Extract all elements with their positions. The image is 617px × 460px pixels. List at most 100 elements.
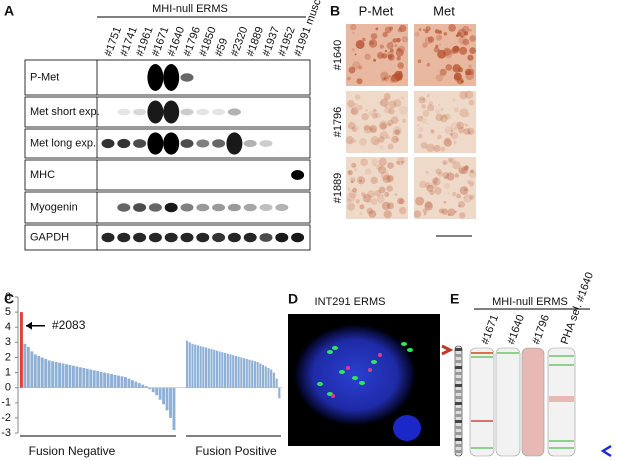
ihc-stain — [452, 98, 456, 102]
ihc-stain — [426, 94, 430, 98]
ihc-stain — [426, 143, 435, 153]
ihc-stain — [373, 139, 380, 146]
ihc-stain — [442, 171, 450, 179]
ihc-stain — [438, 208, 444, 214]
ihc-stain — [426, 122, 429, 126]
ihc-stain — [384, 106, 392, 114]
ihc-stain — [442, 114, 447, 118]
ihc-stain — [397, 62, 404, 69]
ihc-stain — [437, 103, 440, 106]
column-label: #1796 — [530, 313, 552, 346]
ideogram-band — [455, 360, 462, 363]
ihc-stain — [390, 74, 400, 83]
green-signal — [401, 342, 407, 346]
ihc-stain — [374, 189, 382, 197]
bar — [243, 358, 246, 388]
ihc-stain — [443, 200, 447, 204]
y-tick-label: 1 — [5, 366, 11, 378]
ihc-stain — [365, 108, 369, 112]
ihc-stain — [394, 129, 401, 135]
bar — [20, 312, 23, 388]
ihc-stain — [370, 32, 378, 40]
ideogram-band — [455, 390, 462, 393]
bar — [113, 374, 117, 388]
ihc-stain — [429, 129, 436, 135]
panel-letter: A — [4, 3, 14, 19]
y-tick-label: 5 — [5, 306, 11, 318]
ihc-stain — [459, 90, 468, 100]
ihc-stain — [388, 100, 397, 109]
ihc-stain — [388, 108, 395, 115]
ihc-stain — [353, 102, 359, 108]
ihc-stain — [426, 62, 431, 67]
ihc-stain — [437, 134, 442, 140]
marker-blue — [600, 444, 612, 458]
y-tick-label: 6 — [5, 291, 11, 303]
blot-band — [117, 203, 131, 212]
ihc-stain — [457, 126, 465, 134]
ihc-stain — [450, 48, 457, 55]
ihc-stain — [435, 113, 444, 122]
bar — [75, 366, 79, 388]
ihc-stain — [349, 105, 354, 109]
ihc-image — [414, 91, 476, 153]
ihc-stain — [358, 65, 363, 70]
blot-band — [212, 232, 226, 243]
ihc-stain — [379, 44, 385, 49]
ihc-stain — [427, 36, 435, 43]
ihc-stain — [421, 118, 427, 124]
ideogram-band — [455, 420, 462, 423]
ihc-stain — [465, 123, 469, 127]
ihc-stain — [436, 34, 443, 41]
group-label: Fusion Positive — [195, 444, 277, 458]
bar — [191, 343, 194, 388]
ihc-stain — [454, 210, 457, 213]
blot-band — [147, 132, 164, 155]
bar — [186, 340, 189, 388]
ihc-stain — [378, 186, 386, 194]
panel-letter: D — [288, 291, 298, 307]
ihc-stain — [381, 201, 391, 211]
ihc-stain — [370, 136, 380, 146]
bar — [275, 378, 278, 388]
ihc-stain — [363, 124, 370, 131]
ihc-stain — [419, 180, 427, 189]
group-label: Fusion Negative — [29, 444, 116, 458]
ihc-stain — [367, 190, 376, 199]
ihc-stain — [467, 54, 474, 61]
ihc-stain — [400, 160, 404, 164]
ihc-stain — [385, 175, 394, 184]
lane-label: #59 — [213, 37, 231, 58]
ihc-stain — [384, 49, 388, 53]
ihc-stain — [370, 198, 378, 205]
cnv-track — [495, 347, 521, 457]
ihc-stain — [386, 42, 394, 50]
ihc-stain — [390, 116, 399, 124]
y-tick-label: -3 — [1, 427, 11, 439]
ihc-stain — [370, 176, 378, 185]
blot-frame — [24, 159, 311, 191]
ihc-stain — [443, 137, 452, 147]
ihc-stain — [368, 39, 378, 48]
ihc-stain — [444, 137, 450, 143]
ihc-stain — [469, 194, 475, 200]
ihc-stain — [439, 43, 442, 46]
row-label: P-Met — [30, 71, 59, 83]
image-title: INT291 ERMS — [315, 296, 386, 308]
ihc-stain — [467, 180, 471, 184]
ihc-stain — [351, 127, 357, 132]
y-tick-label: 2 — [5, 351, 11, 363]
ihc-stain — [354, 53, 357, 56]
ideogram-band — [455, 378, 462, 381]
ihc-stain — [380, 98, 389, 108]
ihc-stain — [350, 177, 356, 183]
bar — [234, 355, 237, 388]
ihc-stain — [463, 123, 466, 126]
cnv-segment — [471, 420, 493, 422]
ihc-image — [346, 157, 408, 219]
ihc-stain — [423, 28, 426, 31]
bar — [134, 381, 138, 388]
cnv-segment — [497, 352, 519, 354]
bar — [169, 387, 172, 418]
ihc-stain — [430, 129, 435, 133]
